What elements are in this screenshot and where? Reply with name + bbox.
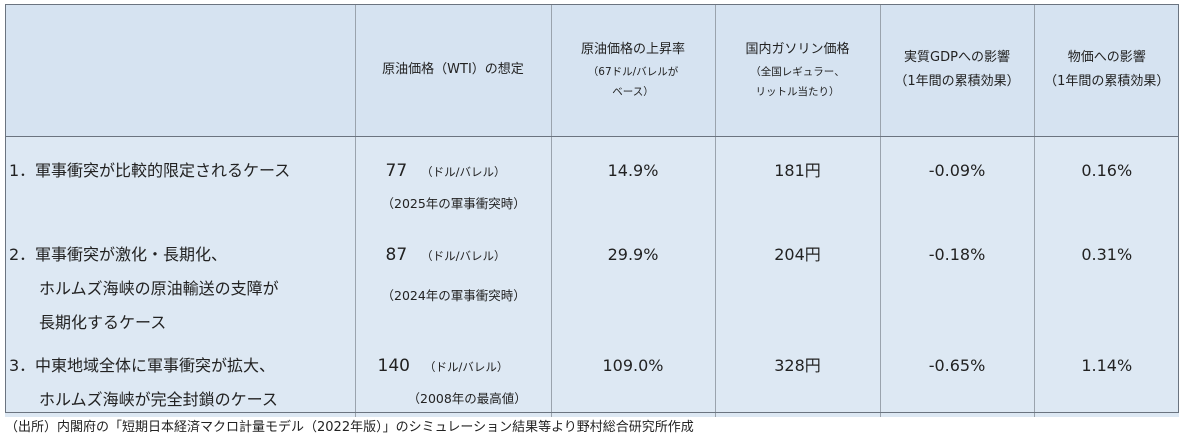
source-caption: （出所）内閣府の「短期日本経済マクロ計量モデル（2022年版）」のシミュレーショ… [5, 420, 694, 435]
header-row: 原油価格（WTI）の想定 原油価格の上昇率 （67ドル/バレルが ベース） 国内ガ… [5, 4, 1179, 137]
oil-cell: 140 （ドル/バレル） （2008年の最高値） [354, 348, 551, 417]
table-row: 2．軍事衝突が激化・長期化、 ホルムズ海峡の原油輸送の支障が 長期化するケース … [5, 237, 1179, 349]
header-prices: 物価への影響 （1年間の累積効果） [1033, 4, 1179, 137]
prices-cell: 0.16% [1033, 136, 1179, 238]
gasoline-cell: 328円 [714, 348, 880, 417]
simulation-table: 原油価格（WTI）の想定 原油価格の上昇率 （67ドル/バレルが ベース） 国内ガ… [5, 4, 1179, 417]
case-cell: 1．軍事衝突が比較的限定されるケース [5, 136, 355, 238]
case-cell: 3．中東地域全体に軍事衝突が拡大、 ホルムズ海峡が完全封鎖のケース [5, 348, 355, 417]
prices-cell: 1.14% [1033, 348, 1179, 417]
table-row: 1．軍事衝突が比較的限定されるケース 77 （ドル/バレル） （2025年の軍事衝… [5, 136, 1179, 238]
oil-cell: 77 （ドル/バレル） （2025年の軍事衝突時） [354, 136, 551, 238]
gdp-cell: -0.09% [879, 136, 1034, 238]
table-row: 3．中東地域全体に軍事衝突が拡大、 ホルムズ海峡が完全封鎖のケース 140 （ドル… [5, 348, 1179, 417]
oil-cell: 87 （ドル/バレル） （2024年の軍事衝突時） [354, 237, 551, 349]
header-oil-rise: 原油価格の上昇率 （67ドル/バレルが ベース） [550, 4, 715, 137]
gdp-cell: -0.18% [879, 237, 1034, 349]
gasoline-cell: 181円 [714, 136, 880, 238]
rise-cell: 29.9% [550, 237, 715, 349]
gdp-cell: -0.65% [879, 348, 1034, 417]
header-gdp: 実質GDPへの影響 （1年間の累積効果） [879, 4, 1034, 137]
header-case [5, 4, 355, 137]
header-gasoline-note: （全国レギュラー、 リットル当たり） [750, 65, 845, 98]
header-gasoline: 国内ガソリン価格 （全国レギュラー、 リットル当たり） [714, 4, 880, 137]
gasoline-cell: 204円 [714, 237, 880, 349]
header-oil-rise-note: （67ドル/バレルが ベース） [587, 65, 679, 98]
header-oil-assumption: 原油価格（WTI）の想定 [354, 4, 551, 137]
prices-cell: 0.31% [1033, 237, 1179, 349]
rise-cell: 109.0% [550, 348, 715, 417]
case-cell: 2．軍事衝突が激化・長期化、 ホルムズ海峡の原油輸送の支障が 長期化するケース [5, 237, 355, 349]
rise-cell: 14.9% [550, 136, 715, 238]
